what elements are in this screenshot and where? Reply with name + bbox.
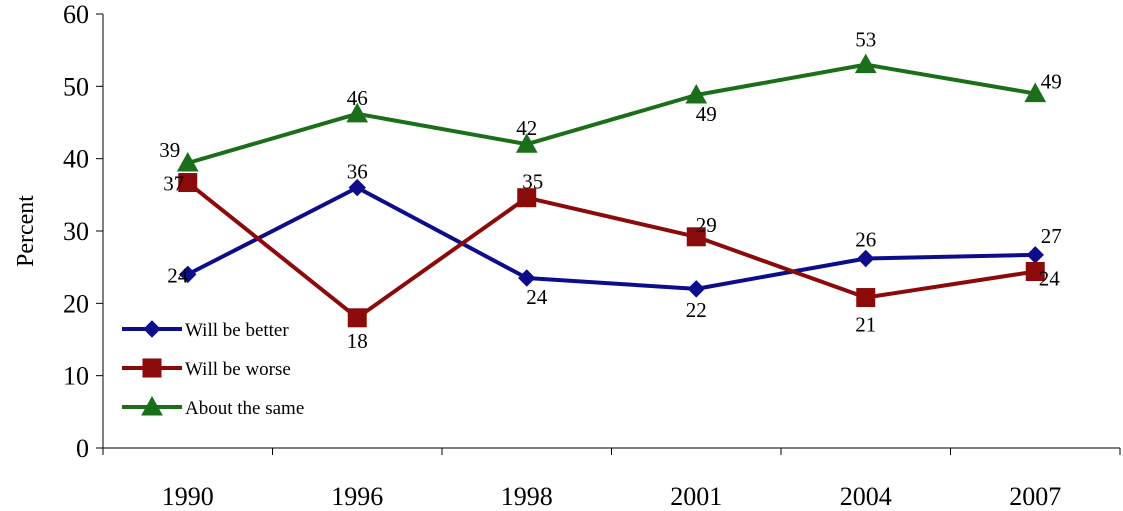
x-tick-label: 2001 <box>670 482 722 511</box>
data-label: 39 <box>159 138 180 162</box>
legend-marker <box>143 320 161 338</box>
data-point <box>1025 262 1045 282</box>
legend-marker <box>141 395 163 416</box>
series-line <box>186 185 1036 291</box>
data-point <box>346 102 369 123</box>
data-label: 22 <box>686 298 707 322</box>
data-point <box>1026 246 1044 264</box>
data-label: 35 <box>522 170 543 194</box>
data-point <box>347 308 367 328</box>
legend-marker <box>142 358 162 378</box>
x-tick-label: 1996 <box>331 482 383 511</box>
data-label: 36 <box>347 160 368 184</box>
y-tick-label: 10 <box>63 362 89 391</box>
data-label: 29 <box>696 213 717 237</box>
legend-label: About the same <box>185 398 304 419</box>
series-line <box>186 180 1036 320</box>
data-point <box>179 265 197 284</box>
y-tick-label: 40 <box>63 145 89 174</box>
data-point <box>685 83 708 104</box>
data-point <box>178 173 198 193</box>
data-point <box>687 280 705 298</box>
legend: Will be better Will be worse About the sam… <box>122 320 304 419</box>
data-label: 37 <box>163 172 184 196</box>
y-tick-label: 30 <box>63 217 89 246</box>
data-label: 24 <box>1039 267 1061 291</box>
x-tick-label: 1990 <box>162 482 214 511</box>
data-label: 27 <box>1041 224 1062 248</box>
y-tick-label: 60 <box>63 0 89 29</box>
data-label: 18 <box>347 329 368 353</box>
series-2 <box>178 173 1045 328</box>
x-tick-label: 2004 <box>840 482 892 511</box>
data-label: 53 <box>855 28 876 52</box>
data-labels: 24 36 24 22 26 27 37 18 35 29 21 24 39 46 42 49 53 49 <box>159 28 1062 353</box>
data-point <box>518 269 536 287</box>
legend-item: Will be worse <box>122 358 291 380</box>
data-point <box>856 288 876 308</box>
data-point <box>857 249 875 268</box>
data-point <box>517 188 537 208</box>
y-tick-label: 20 <box>63 289 89 318</box>
data-label: 21 <box>855 313 876 337</box>
series-layer <box>176 53 1047 328</box>
data-point <box>348 178 366 197</box>
x-tick-label: 1998 <box>501 482 553 511</box>
legend-label: Will be worse <box>185 359 291 380</box>
data-point <box>854 53 877 74</box>
legend-item: About the same <box>122 395 304 419</box>
data-point <box>176 151 199 172</box>
y-tick-label: 50 <box>63 72 89 101</box>
series-3 <box>176 53 1047 172</box>
series-line <box>187 62 1036 165</box>
legend-item: Will be better <box>122 320 289 341</box>
data-label: 24 <box>526 285 548 309</box>
data-label: 49 <box>696 102 717 126</box>
data-point <box>515 133 538 153</box>
data-label: 42 <box>516 116 537 140</box>
y-axis-title: Percent <box>13 195 39 267</box>
legend-label: Will be better <box>185 320 289 341</box>
axes: 0 10 20 30 40 50 60 1990 1996 1998 2001 2004 2007 Per… <box>13 0 1121 511</box>
x-tick-label: 2007 <box>1009 482 1061 511</box>
data-label: 46 <box>347 86 368 110</box>
data-label: 24 <box>167 263 189 287</box>
data-point <box>686 227 706 247</box>
series-1 <box>179 178 1044 298</box>
data-label: 49 <box>1041 70 1062 94</box>
y-tick-label: 0 <box>76 434 89 463</box>
data-point <box>1024 82 1047 103</box>
data-label: 26 <box>855 227 876 251</box>
